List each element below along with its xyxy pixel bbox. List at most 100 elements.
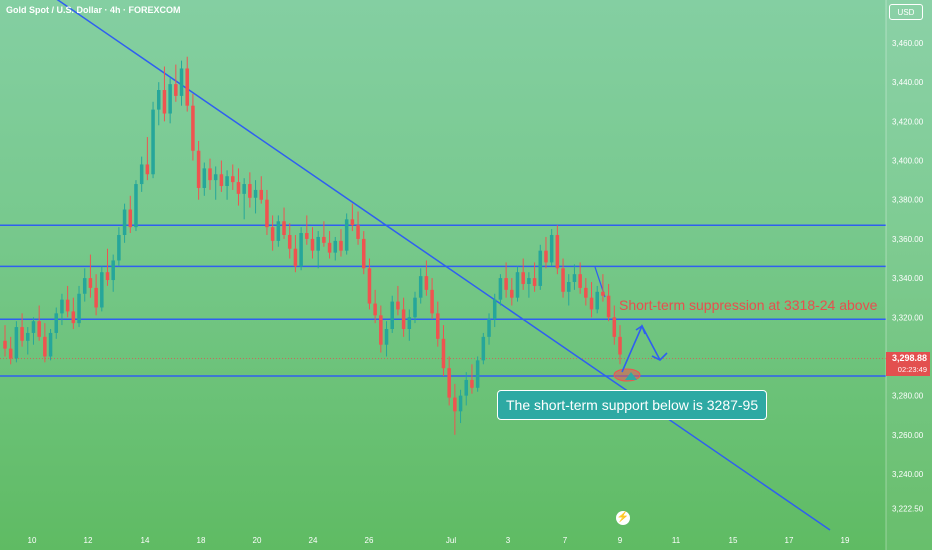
candle-body [14, 327, 19, 359]
candle-body [100, 272, 104, 308]
time-tick-label: Jul [446, 536, 456, 545]
candle-body [606, 295, 611, 318]
candle-body [276, 221, 281, 241]
flash-icon[interactable]: ⚡ [616, 511, 630, 525]
price-tick-label: 3,380.00 [892, 196, 924, 205]
candle-body [453, 397, 457, 412]
support-annotation: The short-term support below is 3287-95 [497, 390, 768, 420]
candle-body [538, 250, 543, 286]
candle-body [162, 90, 167, 114]
last-price-label: 3,298.88 02:23:49 [886, 352, 930, 376]
candle-body [384, 329, 389, 345]
candle-body [196, 150, 201, 188]
candle-body [37, 321, 41, 337]
candle-body [447, 368, 451, 398]
candle-body [566, 282, 571, 292]
candle-body [139, 164, 144, 185]
time-tick-label: 11 [672, 536, 681, 545]
time-tick-label: 3 [506, 536, 511, 545]
price-tick-label: 3,340.00 [892, 274, 924, 283]
candle-body [436, 313, 440, 339]
candle-body [3, 340, 7, 349]
candle-body [236, 182, 241, 194]
candle-body [413, 297, 417, 318]
candle-body [117, 234, 121, 261]
candle-body [441, 338, 446, 369]
support-marker-triangle [625, 372, 637, 380]
candle-body [618, 336, 622, 355]
candle-body [156, 90, 161, 110]
projection-arrowhead-end [651, 352, 668, 361]
candle-body [88, 278, 93, 288]
candle-body [48, 332, 53, 357]
candle-body [71, 311, 76, 324]
descending-trendline [56, 0, 831, 531]
candle-body [77, 293, 81, 324]
candle-body [532, 278, 537, 286]
candle-body [612, 317, 617, 337]
candle-body [356, 225, 360, 239]
last-price-value: 3,298.88 [891, 353, 927, 363]
time-tick-label: 15 [729, 536, 738, 545]
candle-body [219, 174, 224, 187]
time-tick-label: 9 [618, 536, 623, 545]
candle-body [202, 168, 207, 188]
bar-countdown: 02:23:49 [897, 365, 927, 374]
resistance-annotation: Short-term suppression at 3318-24 above [619, 297, 878, 313]
price-axis-panel [886, 0, 932, 550]
projection-path [621, 324, 661, 373]
candle-body [43, 336, 47, 357]
candle-body [26, 332, 30, 341]
time-tick-label: 19 [841, 536, 850, 545]
candle-body [242, 184, 246, 194]
candle-body [401, 309, 406, 330]
candle-body [134, 184, 138, 228]
candle-body [65, 299, 70, 312]
candle-body [259, 189, 264, 200]
candle-body [20, 327, 24, 341]
currency-button[interactable]: USD [889, 4, 923, 20]
candle-body [601, 291, 605, 296]
candle-body [589, 297, 594, 310]
candle-body [82, 278, 87, 294]
candle-body [265, 199, 269, 228]
candle-body [475, 360, 480, 388]
time-tick-label: 14 [141, 536, 150, 545]
candle-body [458, 395, 463, 412]
candle-body [430, 289, 434, 314]
candle-body [481, 336, 486, 361]
time-tick-label: 17 [785, 536, 794, 545]
candle-body [396, 301, 400, 310]
chart-title: Gold Spot / U.S. Dollar · 4h · FOREXCOM [6, 5, 181, 15]
candle-body [339, 240, 343, 251]
candle-body [316, 236, 320, 251]
candle-body [407, 317, 412, 330]
candle-body [504, 278, 508, 290]
candle-body [128, 209, 133, 228]
candle-body [361, 238, 366, 269]
candle-body [253, 189, 258, 198]
price-tick-label: 3,222.50 [892, 504, 924, 513]
candle-body [248, 184, 252, 198]
candle-body [498, 278, 503, 300]
candle-body [487, 319, 491, 337]
candle-body [310, 238, 315, 251]
time-tick-label: 18 [197, 536, 206, 545]
candle-body [31, 321, 36, 333]
candle-body [293, 248, 298, 267]
candle-body [418, 276, 423, 298]
time-tick-label: 20 [253, 536, 262, 545]
candle-body [213, 174, 218, 181]
time-tick-label: 10 [28, 536, 37, 545]
price-tick-label: 3,400.00 [892, 157, 924, 166]
price-tick-label: 3,280.00 [892, 392, 924, 401]
candle-body [344, 219, 349, 251]
price-tick-label: 3,240.00 [892, 470, 924, 479]
candle-body [464, 379, 469, 396]
candle-body [584, 287, 588, 298]
candle-body [510, 289, 514, 298]
candle-body [54, 313, 59, 333]
candle-body [122, 209, 127, 235]
